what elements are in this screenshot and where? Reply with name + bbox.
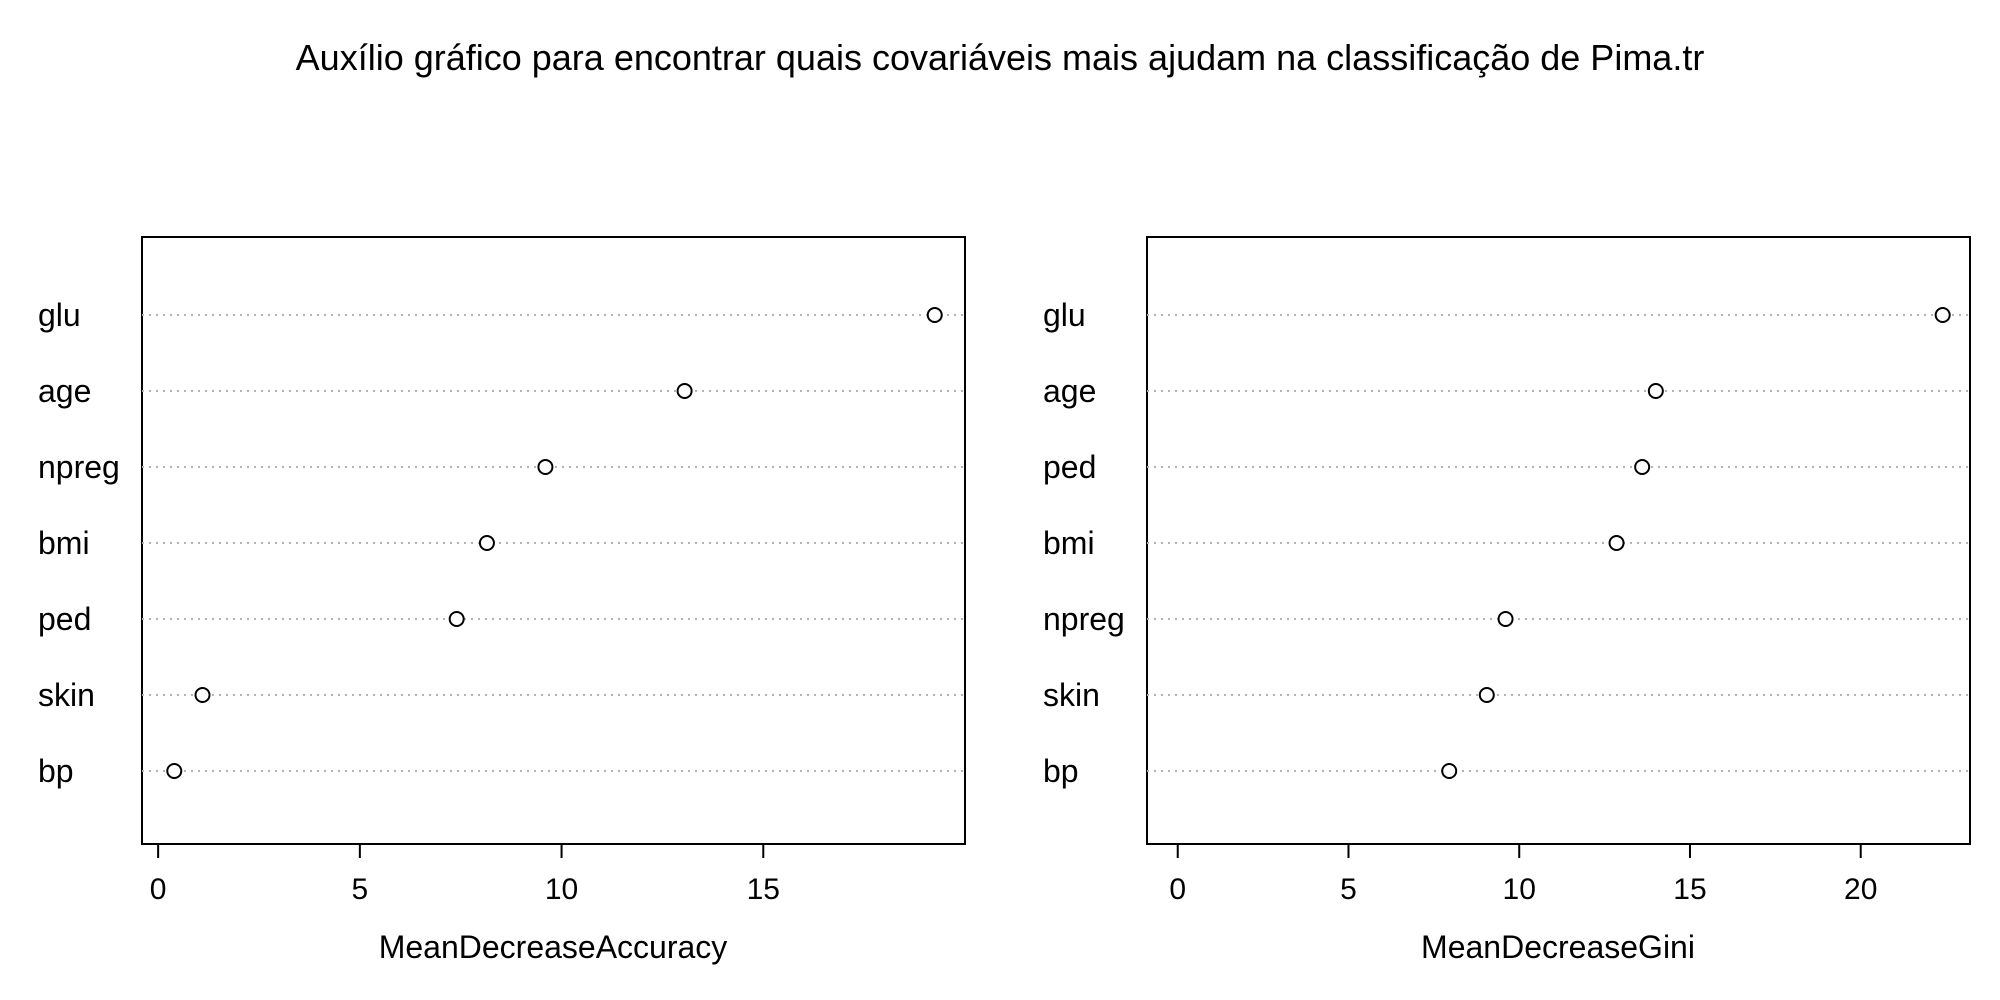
x-axis-title: MeanDecreaseAccuracy: [379, 929, 728, 965]
data-point: [194, 687, 211, 703]
category-label: age: [38, 373, 91, 409]
category-label: skin: [1043, 677, 1100, 713]
x-axis-title: MeanDecreaseGini: [1421, 929, 1695, 965]
data-point: [676, 383, 693, 399]
category-label: bmi: [1043, 525, 1095, 561]
category-label: npreg: [1043, 601, 1125, 637]
plot-frame: [141, 236, 966, 845]
category-label: ped: [1043, 449, 1096, 485]
data-point: [166, 763, 183, 779]
data-point: [1608, 535, 1625, 551]
category-label: bmi: [38, 525, 90, 561]
data-point: [448, 611, 465, 627]
x-tick-label: 5: [1340, 873, 1357, 906]
category-label: ped: [38, 601, 91, 637]
data-point: [1441, 763, 1458, 779]
category-label: bp: [1043, 753, 1079, 789]
x-tick-label: 15: [747, 873, 780, 906]
chart-title: Auxílio gráfico para encontrar quais cov…: [296, 37, 1705, 78]
x-tick-label: 10: [1503, 873, 1536, 906]
category-label: skin: [38, 677, 95, 713]
data-point: [1634, 459, 1651, 475]
x-tick-label: 15: [1673, 873, 1706, 906]
x-tick-label: 0: [1169, 873, 1186, 906]
category-label: glu: [38, 297, 81, 333]
data-point: [1647, 383, 1664, 399]
x-tick-label: 5: [352, 873, 369, 906]
x-tick-label: 0: [150, 873, 167, 906]
category-label: glu: [1043, 297, 1086, 333]
category-label: npreg: [38, 449, 120, 485]
plot-frame: [1146, 236, 1971, 845]
data-point: [1478, 687, 1495, 703]
data-point: [537, 459, 554, 475]
data-point: [1934, 307, 1951, 323]
data-point: [478, 535, 495, 551]
data-point: [926, 307, 943, 323]
x-tick-label: 20: [1844, 873, 1877, 906]
panel-mean-decrease-accuracy: glu age npreg bmi ped skin bp 0 5 10 15 MeanDecre…: [38, 236, 966, 965]
panel-mean-decrease-gini: glu age ped bmi npreg skin bp 0 5 10 15 20 MeanDec…: [1043, 236, 1971, 965]
category-label: age: [1043, 373, 1096, 409]
data-point: [1497, 611, 1514, 627]
category-label: bp: [38, 753, 74, 789]
x-tick-label: 10: [545, 873, 578, 906]
